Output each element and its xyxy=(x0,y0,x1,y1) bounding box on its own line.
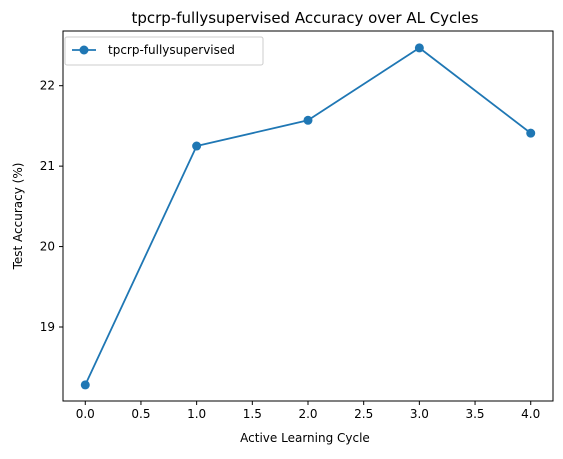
legend-series-label: tpcrp-fullysupervised xyxy=(108,43,235,57)
data-point xyxy=(303,115,313,125)
legend-box xyxy=(64,36,264,66)
chart-title: tpcrp-fullysupervised Accuracy over AL C… xyxy=(131,9,478,27)
x-tick-label: 0.5 xyxy=(131,407,150,421)
plot-area-frame xyxy=(62,30,554,402)
y-tick-label: 19 xyxy=(40,320,55,334)
data-point xyxy=(80,380,90,390)
x-tick-label: 3.5 xyxy=(465,407,484,421)
y-axis-label: Test Accuracy (%) xyxy=(11,163,25,271)
x-tick-label: 0.0 xyxy=(76,407,95,421)
y-axis-ticks: 19 20 21 22 xyxy=(40,79,63,334)
x-tick-label: 2.5 xyxy=(354,407,373,421)
x-tick-label: 4.0 xyxy=(521,407,540,421)
x-tick-label: 1.0 xyxy=(187,407,206,421)
series-layer xyxy=(80,43,536,390)
y-tick-label: 21 xyxy=(40,159,55,173)
y-tick-label: 20 xyxy=(40,240,55,254)
x-axis-ticks: 0.0 0.5 1.0 1.5 2.0 2.5 3.0 3.5 4.0 xyxy=(76,401,540,421)
x-tick-label: 3.0 xyxy=(410,407,429,421)
data-point xyxy=(414,43,424,53)
legend-marker xyxy=(79,45,89,55)
data-point xyxy=(192,141,202,151)
y-tick-label: 22 xyxy=(40,79,55,93)
x-tick-label: 1.5 xyxy=(243,407,262,421)
data-point xyxy=(526,128,536,138)
x-tick-label: 2.0 xyxy=(298,407,317,421)
legend: tpcrp-fullysupervised xyxy=(64,36,264,66)
x-axis-label: Active Learning Cycle xyxy=(240,431,370,445)
